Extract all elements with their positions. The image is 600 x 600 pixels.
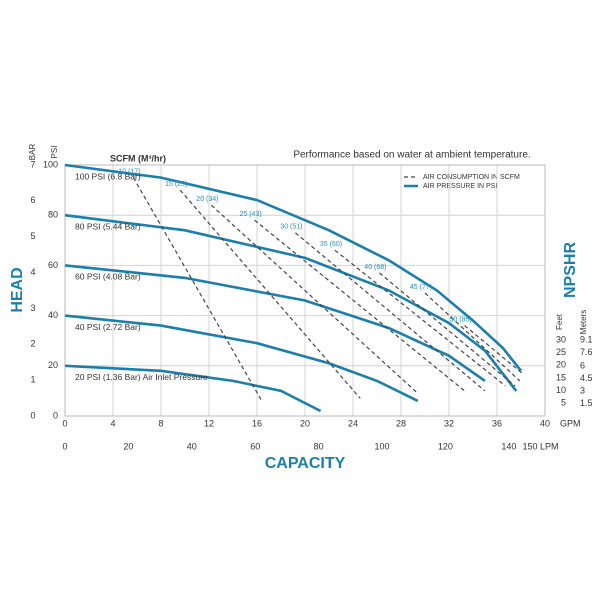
y2-tick-label: 2 xyxy=(30,339,35,349)
lpm-tick-label: 40 xyxy=(187,441,197,451)
air-consumption-label: 25 (43) xyxy=(240,211,262,218)
air-pressure-curve xyxy=(64,213,518,392)
air-consumption-label: 10 (17) xyxy=(118,168,140,175)
bar-unit: BAR xyxy=(28,144,37,161)
air-consumption-label: 35 (60) xyxy=(320,241,342,248)
x-tick-label: 40 xyxy=(540,418,550,428)
y2-tick-label: 1 xyxy=(30,375,35,385)
x-tick-label: 20 xyxy=(300,418,310,428)
meters-tick-label: 9.1 xyxy=(580,334,593,344)
air-consumption-label: 20 (34) xyxy=(196,196,218,203)
air-consumption-line xyxy=(179,189,361,399)
x-tick-label: 8 xyxy=(158,418,163,428)
air-consumption-line xyxy=(334,249,506,387)
air-consumption-line xyxy=(424,292,521,382)
x-tick-label: 32 xyxy=(444,418,454,428)
lpm-tick-label: 20 xyxy=(123,441,133,451)
air-pressure-label: 60 PSI (4.08 Bar) xyxy=(75,272,141,282)
y2-tick-label: 4 xyxy=(30,267,35,277)
y2-tick-label: 6 xyxy=(30,195,35,205)
lpm-tick-label: 80 xyxy=(314,441,324,451)
air-consumption-line xyxy=(464,325,523,374)
lpm-tick-label: 60 xyxy=(250,441,260,451)
air-consumption-line xyxy=(379,272,516,387)
lpm-tick-label: 120 xyxy=(438,441,453,451)
y-tick-label: 20 xyxy=(48,360,58,370)
x-tick-label: 12 xyxy=(204,418,214,428)
x-tick-label: 28 xyxy=(396,418,406,428)
meters-tick-label: 6 xyxy=(580,360,585,370)
meters-tick-label: 4.5 xyxy=(580,373,593,383)
y-tick-label: 60 xyxy=(48,260,58,270)
plot-frame xyxy=(64,164,546,417)
lpm-tick-label: 100 xyxy=(375,441,390,451)
air-pressure-label: 20 PSI (1.36 Bar) Air Inlet Pressure xyxy=(75,372,208,382)
y-tick-label: 40 xyxy=(48,310,58,320)
y-tick-label: 80 xyxy=(48,210,58,220)
y-axis-title: HEAD xyxy=(9,267,26,312)
air-pressure-curve xyxy=(64,314,419,403)
psi-unit: PSI xyxy=(50,146,59,159)
air-consumption-label: 50 (85) xyxy=(450,316,472,323)
meters-tick-label: 1.5 xyxy=(580,398,593,408)
air-pressure-label: 40 PSI (2.72 Bar) xyxy=(75,322,141,332)
npshr-title: NPSHR xyxy=(562,242,579,298)
x-tick-label: 36 xyxy=(492,418,502,428)
air-pressure-label: 100 PSI (6.8 Bar) xyxy=(75,171,141,181)
air-consumption-label: 45 (77) xyxy=(410,284,432,291)
chart-title: Performance based on water at ambient te… xyxy=(293,150,530,161)
gpm-unit: GPM xyxy=(560,418,581,428)
air-pressure-label: 80 PSI (5.44 Bar) xyxy=(75,221,141,231)
feet-tick-label: 10 xyxy=(556,385,566,395)
air-pressure-curve xyxy=(64,264,486,382)
lpm-tick-label: 0 xyxy=(62,441,67,451)
feet-tick-label: 5 xyxy=(561,398,566,408)
feet-tick-label: 25 xyxy=(556,347,566,357)
meters-tick-label: 3 xyxy=(580,385,585,395)
y2-tick-label: 5 xyxy=(30,231,35,241)
lpm-tick-label: 140 xyxy=(501,441,516,451)
legend-dashed-label: AIR CONSUMPTION IN SCFM xyxy=(423,174,520,181)
air-consumption-line xyxy=(210,204,419,394)
feet-tick-label: 20 xyxy=(556,360,566,370)
feet-tick-label: 30 xyxy=(556,334,566,344)
y2-tick-label: 7 xyxy=(30,159,35,169)
air-consumption-line xyxy=(295,232,486,392)
y-tick-label: 100 xyxy=(43,159,58,169)
x-tick-label: 4 xyxy=(110,418,115,428)
y2-tick-label: 3 xyxy=(30,303,35,313)
air-pressure-curve xyxy=(64,364,322,413)
feet-unit: Feet xyxy=(555,313,564,330)
y2-tick-label: 0 xyxy=(30,410,35,420)
legend-solid-label: AIR PRESSURE IN PSI xyxy=(423,183,497,190)
feet-tick-label: 15 xyxy=(556,372,566,382)
air-consumption-label: 15 (25) xyxy=(165,181,187,188)
x-tick-label: 0 xyxy=(62,418,67,428)
air-consumption-line xyxy=(254,219,465,392)
meters-unit: Meters xyxy=(579,310,588,334)
air-consumption-label: 30 (51) xyxy=(280,224,302,231)
x-tick-label: 24 xyxy=(348,418,358,428)
x-tick-label: 16 xyxy=(252,418,262,428)
air-pressure-curve xyxy=(64,163,523,372)
x-axis-title: CAPACITY xyxy=(265,455,346,472)
meters-tick-label: 7.6 xyxy=(580,347,593,357)
y-tick-label: 0 xyxy=(53,410,58,420)
lpm-tick-label: 150 LPM xyxy=(523,441,559,451)
air-consumption-label: 40 (68) xyxy=(364,264,386,271)
scfm-label: SCFM (M³/hr) xyxy=(110,153,166,163)
air-consumption-line xyxy=(132,177,263,402)
